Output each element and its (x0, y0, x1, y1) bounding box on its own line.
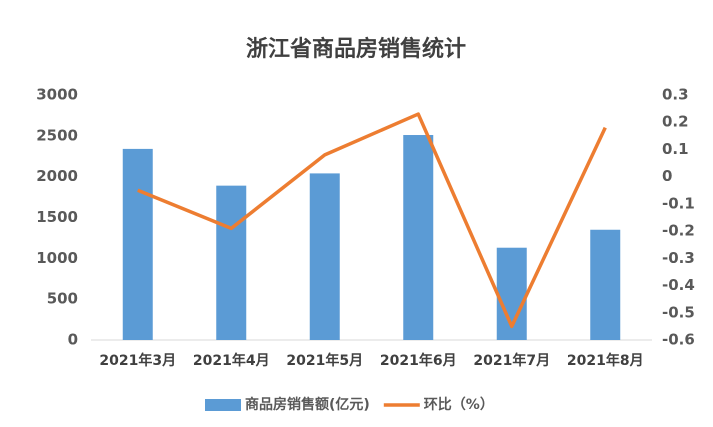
y2-tick-label: 0.3 (662, 86, 689, 104)
y-tick-label: 0 (68, 331, 78, 349)
x-tick-label: 2021年8月 (567, 352, 644, 369)
x-tick-label: 2021年6月 (380, 352, 457, 369)
x-tick-label: 2021年3月 (99, 352, 176, 369)
bar (122, 148, 153, 340)
legend-swatch (205, 399, 241, 411)
bar (309, 173, 340, 340)
y2-tick-label: -0.6 (662, 331, 695, 349)
y2-tick-label: 0.2 (662, 113, 689, 131)
x-tick-label: 2021年4月 (193, 352, 270, 369)
y2-tick-label: 0 (662, 167, 672, 185)
legend-label: 环比（%） (424, 396, 494, 413)
y-tick-label: 2500 (36, 126, 78, 144)
y2-tick-label: -0.1 (662, 194, 695, 212)
y-tick-label: 1000 (36, 249, 78, 267)
legend-label: 商品房销售额(亿元) (245, 396, 370, 413)
y-tick-label: 500 (47, 290, 78, 308)
y2-tick-label: -0.2 (662, 222, 695, 240)
y-tick-label: 3000 (36, 86, 78, 104)
y2-tick-label: -0.5 (662, 303, 695, 321)
y-tick-label: 2000 (36, 167, 78, 185)
bar (403, 135, 434, 340)
y2-tick-label: -0.3 (662, 249, 695, 267)
y2-tick-label: 0.1 (662, 140, 689, 158)
y-tick-label: 1500 (36, 208, 78, 226)
bar (216, 185, 247, 340)
bar (590, 229, 621, 340)
y2-tick-label: -0.4 (662, 276, 695, 294)
chart-title: 浙江省商品房销售统计 (246, 36, 466, 62)
x-tick-label: 2021年7月 (473, 352, 550, 369)
line (137, 112, 607, 329)
x-tick-label: 2021年5月 (286, 352, 363, 369)
